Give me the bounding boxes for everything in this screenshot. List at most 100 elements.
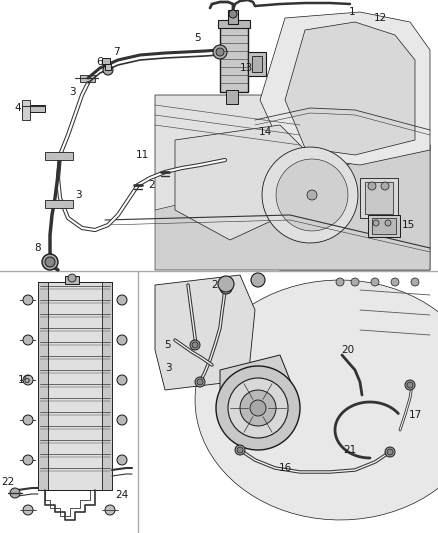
Circle shape: [45, 257, 55, 267]
Circle shape: [386, 449, 392, 455]
Circle shape: [390, 278, 398, 286]
Bar: [371, 218, 395, 234]
Circle shape: [117, 335, 127, 345]
Text: 14: 14: [258, 127, 271, 137]
Polygon shape: [155, 95, 429, 270]
Bar: [359, 178, 397, 218]
Text: 16: 16: [18, 375, 31, 385]
Bar: [227, 10, 237, 24]
Circle shape: [103, 65, 113, 75]
Circle shape: [219, 282, 231, 294]
Circle shape: [42, 254, 58, 270]
Circle shape: [372, 220, 378, 226]
Circle shape: [117, 415, 127, 425]
Polygon shape: [284, 22, 414, 155]
Polygon shape: [259, 12, 429, 165]
Polygon shape: [219, 355, 291, 445]
Bar: [65, 276, 79, 284]
Circle shape: [23, 505, 33, 515]
Circle shape: [380, 182, 388, 190]
Polygon shape: [22, 105, 45, 112]
Circle shape: [227, 378, 287, 438]
Text: 16: 16: [278, 463, 291, 473]
Text: 17: 17: [407, 410, 420, 420]
Polygon shape: [276, 159, 347, 231]
Polygon shape: [218, 20, 249, 28]
Polygon shape: [175, 125, 309, 240]
Circle shape: [251, 273, 265, 287]
Circle shape: [384, 447, 394, 457]
Circle shape: [190, 340, 200, 350]
Polygon shape: [261, 147, 357, 243]
Circle shape: [218, 276, 233, 292]
Text: 11: 11: [135, 150, 148, 160]
Circle shape: [23, 415, 33, 425]
Bar: [247, 52, 265, 76]
Polygon shape: [102, 282, 112, 490]
Text: 2: 2: [211, 280, 218, 290]
Circle shape: [10, 488, 20, 498]
Circle shape: [68, 274, 76, 282]
Bar: [219, 22, 247, 92]
Text: 6: 6: [96, 57, 103, 67]
Circle shape: [23, 375, 33, 385]
Polygon shape: [194, 280, 438, 520]
Text: 21: 21: [343, 445, 356, 455]
Text: 4: 4: [14, 103, 21, 113]
Circle shape: [249, 400, 265, 416]
Circle shape: [215, 48, 223, 56]
Circle shape: [306, 190, 316, 200]
Text: 22: 22: [1, 477, 14, 487]
Text: 15: 15: [400, 220, 413, 230]
Polygon shape: [38, 282, 112, 490]
Circle shape: [367, 182, 375, 190]
Bar: [102, 58, 110, 64]
Circle shape: [406, 382, 412, 388]
Polygon shape: [155, 275, 254, 390]
Circle shape: [384, 220, 390, 226]
Circle shape: [350, 278, 358, 286]
Circle shape: [237, 447, 243, 453]
Circle shape: [410, 278, 418, 286]
Text: 7: 7: [113, 47, 119, 57]
Text: 3: 3: [164, 363, 171, 373]
Circle shape: [197, 379, 202, 385]
Polygon shape: [38, 282, 48, 490]
Circle shape: [404, 380, 414, 390]
Circle shape: [191, 342, 198, 348]
Circle shape: [215, 366, 299, 450]
Polygon shape: [80, 75, 95, 82]
Circle shape: [194, 377, 205, 387]
Circle shape: [117, 295, 127, 305]
Circle shape: [23, 335, 33, 345]
Bar: [367, 215, 399, 237]
Text: 3: 3: [74, 190, 81, 200]
Text: 8: 8: [35, 243, 41, 253]
Circle shape: [234, 445, 244, 455]
Circle shape: [370, 278, 378, 286]
Circle shape: [117, 455, 127, 465]
Bar: [45, 152, 73, 160]
Text: 20: 20: [341, 345, 354, 355]
Text: 24: 24: [115, 490, 128, 500]
Text: 1: 1: [348, 7, 354, 17]
Bar: [45, 200, 73, 208]
Text: 3: 3: [68, 87, 75, 97]
Text: 13: 13: [239, 63, 252, 73]
Text: 12: 12: [373, 13, 386, 23]
Bar: [364, 182, 392, 214]
Circle shape: [105, 505, 115, 515]
Circle shape: [117, 375, 127, 385]
Circle shape: [212, 45, 226, 59]
Polygon shape: [155, 145, 429, 270]
Circle shape: [23, 455, 33, 465]
Text: 5: 5: [194, 33, 201, 43]
Bar: [251, 56, 261, 72]
Circle shape: [240, 390, 276, 426]
Polygon shape: [22, 100, 30, 120]
Circle shape: [335, 278, 343, 286]
Circle shape: [229, 10, 237, 18]
Bar: [226, 90, 237, 104]
Text: 5: 5: [164, 340, 171, 350]
Circle shape: [23, 295, 33, 305]
